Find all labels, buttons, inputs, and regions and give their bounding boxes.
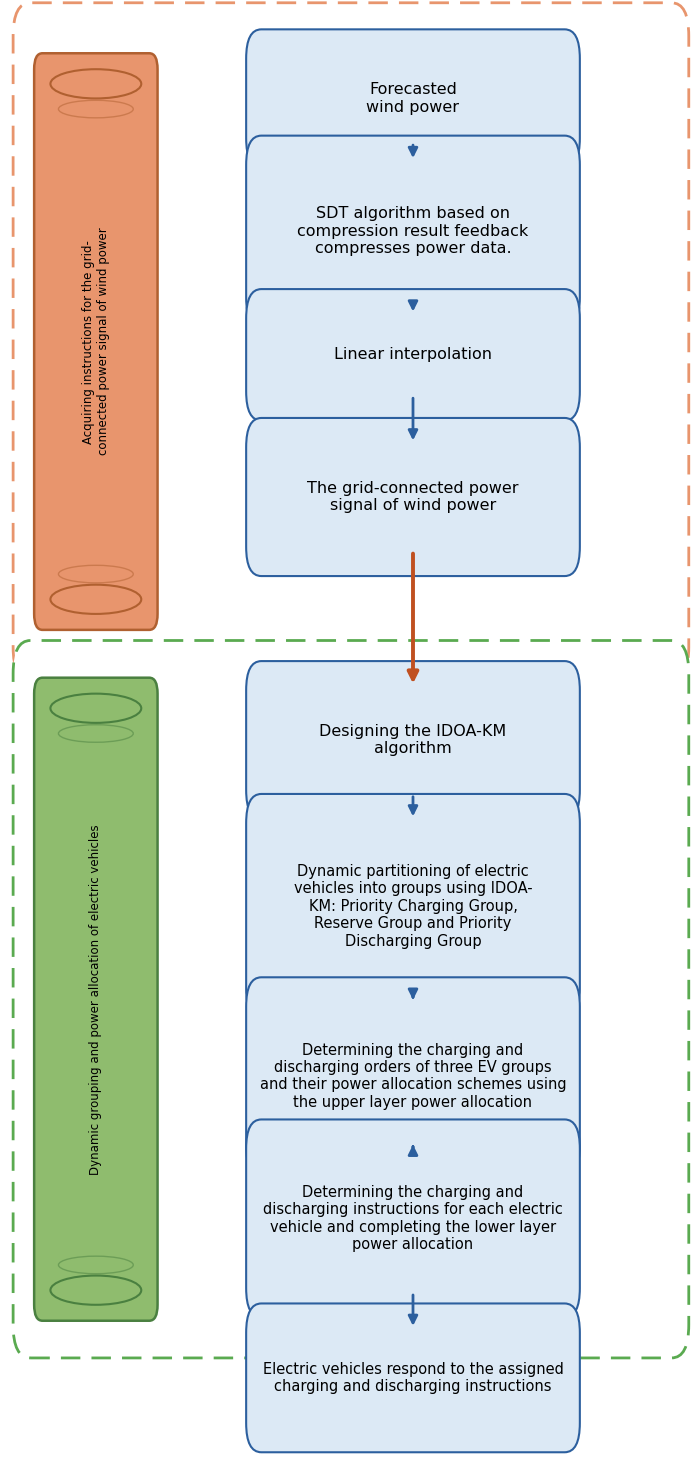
FancyBboxPatch shape <box>13 3 689 681</box>
Text: Determining the charging and
discharging orders of three EV groups
and their pow: Determining the charging and discharging… <box>260 1043 566 1111</box>
Text: Designing the IDOA-KM
algorithm: Designing the IDOA-KM algorithm <box>320 723 507 757</box>
Ellipse shape <box>51 69 141 98</box>
FancyBboxPatch shape <box>34 678 158 1320</box>
Ellipse shape <box>51 1276 141 1304</box>
Text: Determining the charging and
discharging instructions for each electric
vehicle : Determining the charging and discharging… <box>263 1185 563 1251</box>
FancyBboxPatch shape <box>246 29 580 167</box>
FancyBboxPatch shape <box>13 641 689 1358</box>
Text: The grid-connected power
signal of wind power: The grid-connected power signal of wind … <box>307 481 518 513</box>
FancyBboxPatch shape <box>246 289 580 421</box>
FancyBboxPatch shape <box>246 794 580 1018</box>
Text: Dynamic grouping and power allocation of electric vehicles: Dynamic grouping and power allocation of… <box>90 824 102 1175</box>
FancyBboxPatch shape <box>246 1304 580 1452</box>
Text: Acquiring instructions for the grid-
connected power signal of wind power: Acquiring instructions for the grid- con… <box>82 227 110 455</box>
Text: SDT algorithm based on
compression result feedback
compresses power data.: SDT algorithm based on compression resul… <box>297 207 529 257</box>
Ellipse shape <box>51 694 141 723</box>
FancyBboxPatch shape <box>34 53 158 629</box>
FancyBboxPatch shape <box>246 977 580 1175</box>
FancyBboxPatch shape <box>246 135 580 327</box>
Ellipse shape <box>51 585 141 613</box>
Text: Dynamic partitioning of electric
vehicles into groups using IDOA-
KM: Priority C: Dynamic partitioning of electric vehicle… <box>294 864 532 949</box>
FancyBboxPatch shape <box>246 662 580 819</box>
Text: Linear interpolation: Linear interpolation <box>334 348 492 362</box>
Text: Forecasted
wind power: Forecasted wind power <box>366 82 459 114</box>
FancyBboxPatch shape <box>246 1119 580 1317</box>
FancyBboxPatch shape <box>246 418 580 577</box>
Text: Electric vehicles respond to the assigned
charging and discharging instructions: Electric vehicles respond to the assigne… <box>263 1361 564 1394</box>
